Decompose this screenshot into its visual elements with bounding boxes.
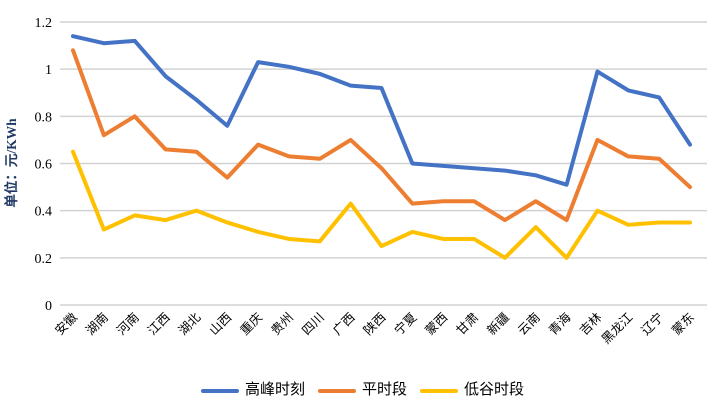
y-axis-title: 单位：元/KWh	[3, 118, 19, 208]
y-tick-label: 1.2	[35, 16, 53, 31]
y-tick-label: 0.2	[35, 252, 53, 267]
x-axis-label: 贵州	[268, 310, 296, 338]
x-axis-label: 江西	[145, 310, 173, 338]
y-tick-label: 1	[45, 63, 52, 78]
x-axis-label: 广西	[330, 310, 358, 338]
legend-item-valley: 低谷时段	[420, 383, 524, 398]
legend: 高峰时刻 平时段 低谷时段	[0, 383, 725, 398]
legend-item-peak: 高峰时刻	[200, 382, 305, 398]
x-axis-label: 四川	[299, 310, 327, 338]
x-axis-label: 河南	[114, 310, 142, 338]
series-line-2	[71, 149, 692, 260]
x-axis-label: 蒙西	[423, 310, 451, 338]
series-line-1	[71, 48, 692, 223]
x-axis-label: 新疆	[484, 310, 512, 338]
x-axis-label: 山西	[207, 310, 235, 338]
y-tick-label: 0.8	[35, 110, 53, 125]
series-line-0	[71, 34, 692, 187]
x-axis-label: 青海	[545, 309, 574, 338]
x-axis-label: 安徽	[52, 309, 81, 338]
legend-line-swatch-peak	[200, 388, 239, 393]
x-axis-label: 黑龙江	[599, 310, 635, 346]
x-axis-label: 湖南	[83, 310, 111, 338]
x-axis-label: 宁夏	[391, 309, 420, 338]
plot-area: 单位：元/KWh 0 0.2 0.4 0.6 0.8 1 1.2 安徽 湖南 河南 江西 湖北 山西 重庆…	[3, 16, 707, 347]
x-axis-label: 湖北	[175, 309, 204, 338]
y-tick-label: 0.6	[35, 158, 53, 173]
x-axis-label: 重庆	[237, 309, 266, 338]
x-axis-label: 云南	[515, 310, 543, 338]
y-tick-label: 0.4	[35, 205, 53, 220]
y-tick-label: 0	[45, 299, 52, 314]
legend-line-swatch-valley	[420, 388, 458, 393]
legend-label-peak: 高峰时刻	[244, 382, 305, 398]
x-axis-label: 吉林	[577, 310, 605, 338]
legend-line-swatch-flat	[317, 388, 356, 393]
x-axis-label: 辽宁	[638, 310, 666, 338]
legend-item-flat: 平时段	[317, 382, 407, 398]
x-axis-label: 甘肃	[454, 310, 482, 338]
x-axis-label: 蒙东	[670, 310, 698, 338]
x-axis-label: 陕西	[360, 310, 388, 338]
legend-label-flat: 平时段	[361, 382, 407, 398]
legend-label-valley: 低谷时段	[464, 382, 525, 398]
